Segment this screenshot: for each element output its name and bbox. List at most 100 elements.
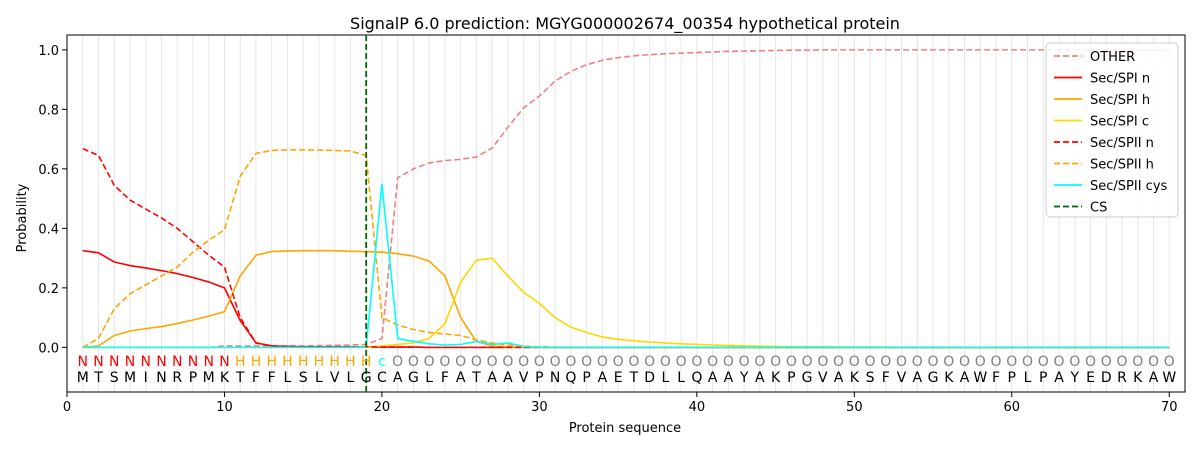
- annotation-letter: c: [378, 354, 386, 370]
- annotation-letter: O: [833, 354, 844, 370]
- annotation-letter: O: [628, 354, 639, 370]
- sequence-letter: Y: [1069, 370, 1079, 386]
- sequence-letter: Q: [691, 370, 702, 386]
- chart-title: SignalP 6.0 prediction: MGYG000002674_00…: [350, 14, 900, 34]
- annotation-letter: O: [849, 354, 860, 370]
- annotation-letter: N: [219, 354, 229, 370]
- legend-entry: Sec/SPI c: [1090, 115, 1149, 130]
- sequence-letter: G: [408, 370, 419, 386]
- sequence-letter: F: [992, 370, 1000, 386]
- sequence-letter: G: [802, 370, 813, 386]
- annotation-letter: N: [78, 354, 88, 370]
- sequence-letter: V: [519, 370, 529, 386]
- x-tick-label: 50: [846, 400, 863, 415]
- series-line-sec-spii-h: [82, 149, 1170, 349]
- sequence-letter: A: [755, 370, 765, 386]
- annotation-letter: O: [424, 354, 435, 370]
- sequence-letter: P: [189, 370, 197, 386]
- legend-entry: Sec/SPI h: [1090, 93, 1150, 108]
- sequence-letter: A: [598, 370, 608, 386]
- sequence-letter: D: [1101, 370, 1112, 386]
- annotation-letter: O: [534, 354, 545, 370]
- annotation-letter: O: [597, 354, 608, 370]
- annotation-letter: N: [203, 354, 213, 370]
- annotation-letter: O: [660, 354, 671, 370]
- sequence-letter: A: [487, 370, 497, 386]
- series-line-sec-spii-n: [82, 147, 1170, 349]
- legend-entry: OTHER: [1090, 50, 1135, 65]
- sequence-letter: R: [1117, 370, 1127, 386]
- sequence-letter: K: [220, 370, 230, 386]
- annotation-letter: O: [1101, 354, 1112, 370]
- sequence-letter: L: [347, 370, 355, 386]
- annotation-letter: H: [251, 354, 262, 370]
- y-tick-label: 0.4: [38, 222, 59, 237]
- annotation-letter: O: [1069, 354, 1080, 370]
- annotation-letter: O: [613, 354, 624, 370]
- sequence-letter: G: [928, 370, 939, 386]
- annotation-letter: O: [817, 354, 828, 370]
- annotation-letter: O: [471, 354, 482, 370]
- x-tick-label: 20: [374, 400, 391, 415]
- annotation-letter: N: [188, 354, 198, 370]
- annotation-letter: O: [1116, 354, 1127, 370]
- annotation-letter: O: [691, 354, 702, 370]
- annotation-letter: O: [739, 354, 750, 370]
- annotation-letter: O: [1085, 354, 1096, 370]
- sequence-letter: T: [235, 370, 245, 386]
- series-line-sec-spii-cys: [82, 183, 1170, 349]
- sequence-letter: L: [425, 370, 433, 386]
- sequence-letter: F: [268, 370, 276, 386]
- annotation-letter: O: [1038, 354, 1049, 370]
- sequence-letter: S: [110, 370, 119, 386]
- sequence-letter: M: [124, 370, 136, 386]
- annotation-letter: H: [329, 354, 340, 370]
- legend-box: [1045, 42, 1179, 218]
- annotation-letter: O: [439, 354, 450, 370]
- annotation-letter: O: [1054, 354, 1065, 370]
- sequence-letter: N: [156, 370, 166, 386]
- annotation-letter: O: [770, 354, 781, 370]
- sequence-letter: L: [1024, 370, 1032, 386]
- sequence-letter: E: [614, 370, 623, 386]
- annotation-letter: O: [880, 354, 891, 370]
- annotation-letter: O: [1148, 354, 1159, 370]
- sequence-letter: L: [677, 370, 685, 386]
- sequence-letter: A: [1054, 370, 1064, 386]
- sequence-letter: A: [393, 370, 403, 386]
- sequence-letter: T: [93, 370, 103, 386]
- x-tick-label: 30: [531, 400, 548, 415]
- x-tick-label: 60: [1004, 400, 1021, 415]
- sequence-letter: K: [944, 370, 954, 386]
- series-line-other: [82, 49, 1170, 349]
- annotation-letter: O: [1132, 354, 1143, 370]
- sequence-letter: P: [1008, 370, 1016, 386]
- annotation-letter: O: [928, 354, 939, 370]
- legend-entry: Sec/SPI n: [1090, 72, 1150, 87]
- annotation-letter: O: [786, 354, 797, 370]
- annotation-letter: H: [235, 354, 246, 370]
- sequence-letter: L: [661, 370, 669, 386]
- annotation-letter: O: [991, 354, 1002, 370]
- sequence-letter: A: [456, 370, 466, 386]
- sequence-letter: V: [897, 370, 907, 386]
- annotation-letter: H: [361, 354, 372, 370]
- sequence-letter: L: [315, 370, 323, 386]
- sequence-letter: A: [834, 370, 844, 386]
- annotation-letter: O: [802, 354, 813, 370]
- y-tick-label: 0.8: [38, 103, 59, 118]
- sequence-letter: K: [771, 370, 781, 386]
- sequence-letter: L: [284, 370, 292, 386]
- sequence-letter: D: [644, 370, 655, 386]
- sequence-letter: M: [203, 370, 215, 386]
- annotation-letter: H: [266, 354, 277, 370]
- annotation-letter: O: [487, 354, 498, 370]
- annotation-letter: O: [455, 354, 466, 370]
- y-tick-label: 0.0: [38, 341, 59, 356]
- sequence-letter: P: [535, 370, 543, 386]
- sequence-letter: V: [818, 370, 828, 386]
- y-tick-label: 0.6: [38, 163, 59, 178]
- sequence-letter: Y: [739, 370, 749, 386]
- sequence-letter: K: [1133, 370, 1143, 386]
- annotation-letter: O: [959, 354, 970, 370]
